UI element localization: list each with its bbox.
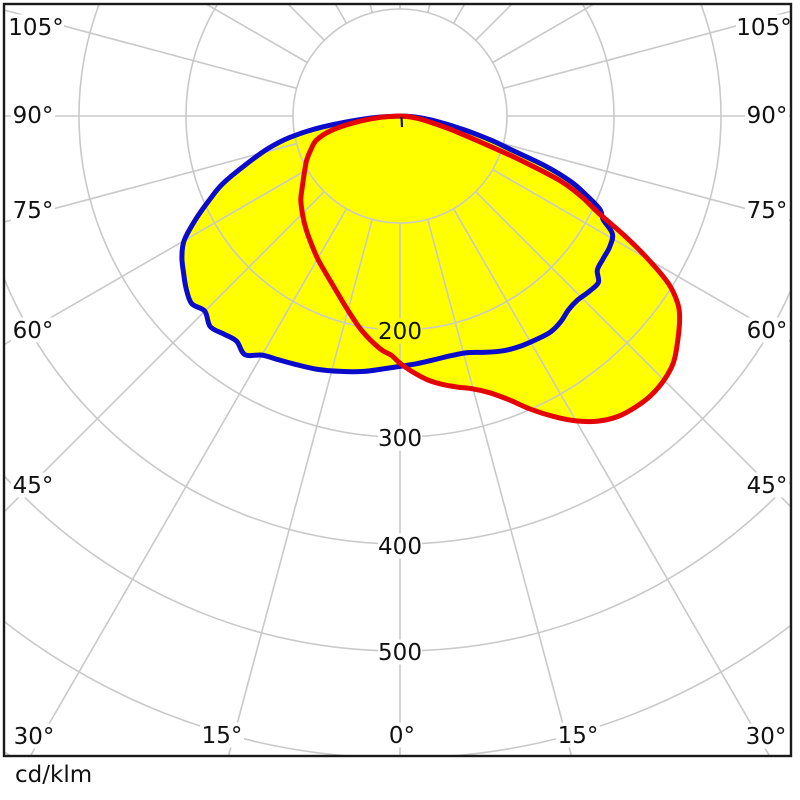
angle-label-14-105°: 105° xyxy=(736,15,791,41)
angle-label-8-15°-bg xyxy=(556,722,600,748)
angle-label-7-0°: 0° xyxy=(389,723,415,749)
curve-blue xyxy=(179,113,616,375)
ring-label-300-bg xyxy=(378,425,422,451)
plot-border xyxy=(2,2,793,758)
curve-red xyxy=(298,113,683,425)
grid-spoke-165 xyxy=(426,4,431,13)
grid-spoke-195 xyxy=(369,4,374,13)
distribution-fill xyxy=(181,116,680,422)
angle-label-1-90°: 90° xyxy=(13,103,54,129)
angle-label-11-60°-bg xyxy=(745,317,789,343)
ring-label-200-bg xyxy=(378,318,422,344)
ring-label-300: 300 xyxy=(378,426,422,452)
angle-label-2-75°-bg xyxy=(11,197,55,223)
grid-spoke-15 xyxy=(426,219,573,756)
angle-label-12-75°-bg xyxy=(745,197,789,223)
ring-label-400-bg xyxy=(378,533,422,559)
angle-label-13-90°-bg xyxy=(745,102,789,128)
grid-spoke-60 xyxy=(492,168,791,343)
angle-label-11-60°: 60° xyxy=(747,318,788,344)
grid-spoke-300 xyxy=(4,168,308,346)
grid-spoke-105 xyxy=(503,10,791,90)
grid-spoke-45 xyxy=(475,191,791,509)
fill-region-red xyxy=(300,116,680,422)
unit-label: cd/klm xyxy=(15,762,93,788)
angle-label-0-105°: 105° xyxy=(8,15,63,41)
angle-label-6-15°-bg xyxy=(200,722,244,748)
angle-label-5-30°-bg xyxy=(12,723,56,749)
ring-label-400: 400 xyxy=(378,534,422,560)
angle-label-14-105°-bg xyxy=(736,14,792,40)
angle-label-3-60°: 60° xyxy=(13,318,54,344)
angle-label-10-45°-bg xyxy=(745,472,789,498)
angle-label-7-0°-bg xyxy=(386,722,418,748)
angle-label-9-30°-bg xyxy=(744,723,788,749)
grid-spoke-345 xyxy=(227,219,374,756)
angle-label-8-15°: 15° xyxy=(558,723,599,749)
angle-label-3-60°-bg xyxy=(11,317,55,343)
grid-spoke-30 xyxy=(452,208,771,756)
angle-label-0-105°-bg xyxy=(8,14,64,40)
grid-spoke-75 xyxy=(503,142,791,222)
angle-label-1-90°-bg xyxy=(11,102,55,128)
angle-label-10-45°: 45° xyxy=(747,473,788,499)
angle-label-5-30°: 30° xyxy=(14,724,55,750)
grid-spoke-255 xyxy=(4,9,297,90)
grid-spoke-330 xyxy=(29,208,348,756)
angle-label-6-15°: 15° xyxy=(202,723,243,749)
grid-spoke-285 xyxy=(4,142,297,223)
ring-label-200: 200 xyxy=(378,319,422,345)
pole-tick xyxy=(400,116,404,128)
angle-label-4-45°-bg xyxy=(11,472,55,498)
angle-label-9-30°: 30° xyxy=(746,724,787,750)
curves xyxy=(179,113,683,425)
angle-label-13-90°: 90° xyxy=(747,103,788,129)
angle-label-2-75°: 75° xyxy=(13,198,54,224)
ring-label-500-bg xyxy=(378,639,422,665)
angle-label-4-45°: 45° xyxy=(13,473,54,499)
ring-label-500: 500 xyxy=(378,640,422,666)
angle-label-12-75°: 75° xyxy=(747,198,788,224)
grid-spoke-315 xyxy=(4,191,325,514)
